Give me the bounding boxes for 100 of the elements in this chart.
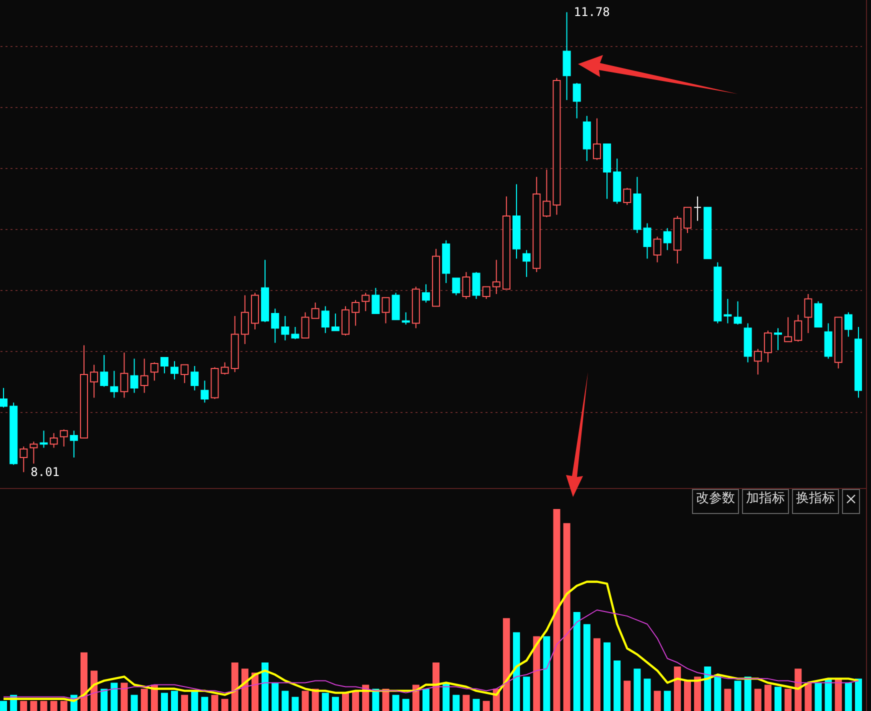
bar xyxy=(553,508,560,711)
candlestick xyxy=(784,316,792,342)
candlestick xyxy=(663,228,672,251)
bar xyxy=(332,696,339,711)
bar xyxy=(714,674,722,711)
candlestick xyxy=(352,300,360,326)
bar xyxy=(644,678,651,711)
bar xyxy=(221,698,228,711)
candlestick xyxy=(40,430,48,448)
bar xyxy=(432,662,440,711)
bar xyxy=(50,700,58,711)
candlestick xyxy=(623,187,632,206)
candlestick xyxy=(683,206,692,234)
bar xyxy=(814,682,822,711)
candlestick xyxy=(804,294,812,334)
candlestick xyxy=(100,354,108,388)
annotation: 11.78 xyxy=(574,5,610,20)
bar xyxy=(402,698,410,711)
candlestick xyxy=(482,286,490,300)
candlestick xyxy=(764,330,772,363)
bar xyxy=(764,684,772,711)
candlestick xyxy=(422,284,430,304)
bar xyxy=(20,700,28,711)
candlestick xyxy=(291,326,300,340)
candlestick xyxy=(180,364,189,384)
bar xyxy=(462,694,470,711)
candlestick xyxy=(110,370,118,398)
candlestick xyxy=(402,312,410,326)
bar xyxy=(573,612,580,711)
annotation: 8.01 xyxy=(30,465,60,480)
bar xyxy=(322,692,329,711)
bar xyxy=(140,688,148,711)
candlestick xyxy=(30,441,38,464)
bar xyxy=(392,694,400,711)
candlestick xyxy=(754,348,762,376)
candlestick xyxy=(190,366,199,391)
candlestick xyxy=(271,308,280,344)
candlestick xyxy=(794,314,802,342)
bar xyxy=(90,670,98,711)
candlestick xyxy=(130,358,138,394)
bar xyxy=(583,624,590,711)
candlestick xyxy=(120,352,128,398)
bar xyxy=(342,692,350,711)
candlestick xyxy=(170,360,179,380)
candlestick xyxy=(90,364,98,398)
bar xyxy=(80,652,88,711)
text: 改参数 xyxy=(692,489,739,514)
candlestick xyxy=(694,196,702,222)
candlestick xyxy=(240,294,249,345)
candlestick xyxy=(382,297,390,324)
candlestick xyxy=(20,446,28,473)
bar xyxy=(241,668,248,711)
candlestick xyxy=(321,306,330,334)
bar xyxy=(634,668,641,711)
bar xyxy=(593,638,600,711)
bar xyxy=(171,690,178,711)
bar xyxy=(674,666,681,711)
bar xyxy=(120,682,128,711)
candlestick xyxy=(150,362,158,382)
candlestick xyxy=(542,169,551,218)
bar xyxy=(110,682,118,711)
candlestick xyxy=(50,432,58,448)
candlestick xyxy=(372,287,380,314)
candlestick xyxy=(200,380,209,404)
candlestick xyxy=(653,236,662,263)
text: 换指标 xyxy=(792,489,839,514)
bar xyxy=(0,700,8,711)
bar xyxy=(422,688,430,711)
bar xyxy=(302,690,309,711)
bar xyxy=(30,700,38,711)
bar xyxy=(191,690,198,711)
bar xyxy=(452,694,460,711)
candlestick xyxy=(301,312,310,338)
bar xyxy=(502,618,510,711)
candlestick xyxy=(60,428,68,448)
candlestick xyxy=(462,272,470,300)
bar xyxy=(734,680,742,711)
candlestick xyxy=(522,250,531,278)
text: 加指标 xyxy=(742,489,789,514)
bar xyxy=(543,636,550,711)
bar xyxy=(624,680,631,711)
bar xyxy=(684,680,691,711)
bar xyxy=(754,688,762,711)
bar xyxy=(664,690,671,711)
bar xyxy=(211,694,218,711)
bar xyxy=(40,700,48,711)
bar xyxy=(130,694,138,711)
bar xyxy=(614,660,621,711)
candlestick xyxy=(774,328,782,351)
bar xyxy=(804,682,812,711)
candlestick xyxy=(452,278,460,296)
bar xyxy=(282,690,289,711)
bar xyxy=(352,690,360,711)
bar xyxy=(181,694,188,711)
bar xyxy=(533,636,540,711)
bar xyxy=(512,632,520,711)
bar xyxy=(292,696,299,711)
bar xyxy=(100,688,108,711)
bar xyxy=(724,688,732,711)
candlestick xyxy=(311,302,320,319)
